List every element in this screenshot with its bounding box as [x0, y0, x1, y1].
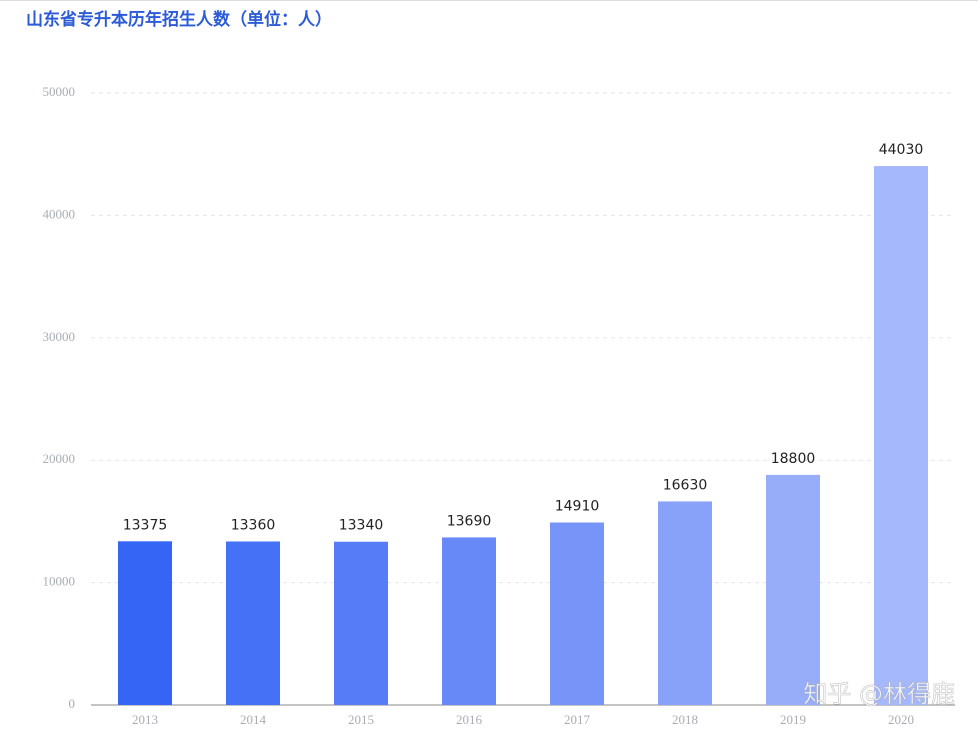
y-tick-label: 0	[69, 696, 76, 711]
bar	[226, 541, 280, 705]
bar	[874, 166, 928, 705]
y-tick-label: 40000	[43, 206, 76, 221]
x-tick-label: 2016	[456, 712, 483, 727]
value-label: 13375	[123, 517, 168, 533]
value-label: 18800	[771, 451, 816, 467]
bar	[118, 541, 172, 705]
bar	[766, 474, 820, 705]
value-label: 16630	[663, 477, 708, 493]
x-tick-label: 2015	[348, 712, 374, 727]
bar	[550, 522, 604, 705]
value-label: 13690	[447, 513, 492, 529]
value-label: 44030	[879, 142, 924, 158]
y-tick-label: 20000	[43, 451, 76, 466]
x-tick-label: 2017	[564, 712, 591, 727]
value-label: 14910	[555, 499, 600, 515]
bar	[442, 537, 496, 705]
chart-title: 山东省专升本历年招生人数（单位：人）	[26, 9, 332, 30]
value-label: 13360	[231, 517, 276, 533]
value-label: 13340	[339, 518, 384, 534]
x-tick-label: 2018	[672, 712, 698, 727]
y-tick-label: 10000	[43, 574, 76, 589]
y-tick-label: 50000	[43, 84, 76, 99]
x-tick-label: 2014	[240, 712, 267, 727]
x-tick-label: 2020	[888, 712, 914, 727]
watermark: 知乎 @林得鹿	[803, 680, 955, 708]
bar	[658, 501, 712, 705]
bar	[334, 541, 388, 705]
x-tick-label: 2019	[780, 712, 806, 727]
x-tick-label: 2013	[132, 712, 158, 727]
y-tick-label: 30000	[43, 329, 76, 344]
